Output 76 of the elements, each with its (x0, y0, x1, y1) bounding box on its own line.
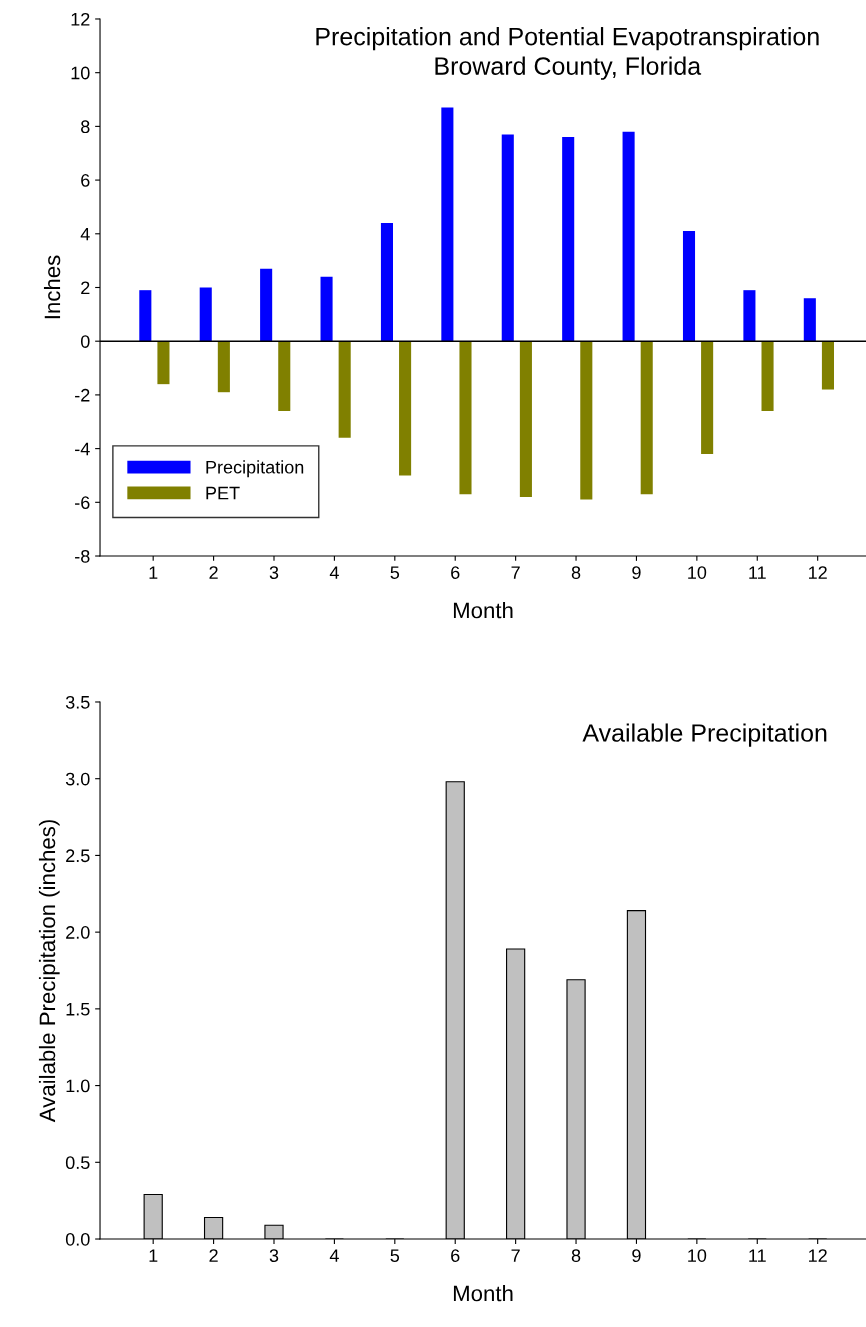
x-tick-label: 2 (209, 1249, 218, 1262)
y-tick-label: 4 (80, 227, 90, 241)
bar (821, 341, 834, 390)
y-tick-label: 3.5 (65, 695, 90, 709)
x-tick-label: 4 (329, 1249, 339, 1262)
x-tick-label: 7 (511, 566, 520, 579)
x-tick-label: 8 (571, 1249, 581, 1262)
x-tick-label: 10 (688, 566, 707, 579)
y-axis-title: Available Precipitation (inches) (38, 820, 60, 1123)
y-tick-label: -8 (75, 549, 90, 563)
x-tick-label: 1 (149, 566, 158, 579)
x-tick-label: 5 (390, 1249, 400, 1262)
x-tick-label: 2 (209, 566, 218, 579)
legend-label: Precipitation (206, 460, 304, 478)
bar (501, 134, 514, 342)
x-tick-label: 10 (688, 1249, 707, 1262)
bar (338, 341, 351, 438)
bar (743, 290, 756, 342)
y-tick-label: 10 (71, 66, 90, 80)
x-tick-label: 5 (390, 566, 400, 579)
y-tick-label: -4 (75, 442, 90, 456)
x-tick-label: 1 (149, 1249, 158, 1262)
x-tick-label: 7 (511, 1249, 520, 1262)
x-tick-label: 12 (809, 1249, 827, 1262)
bar (199, 287, 212, 342)
bar (682, 231, 696, 342)
y-tick-label: 2 (81, 281, 90, 295)
x-tick-label: 11 (749, 1249, 766, 1262)
x-tick-label: 12 (809, 566, 827, 579)
bar (278, 341, 291, 412)
bar (761, 341, 774, 412)
y-tick-label: -2 (75, 388, 90, 402)
y-tick-label: 0 (80, 335, 90, 348)
legend-label: PET (206, 486, 240, 500)
y-tick-label: 2.5 (66, 849, 90, 863)
x-axis-title: Month (453, 602, 513, 619)
x-tick-label: 3 (269, 566, 279, 579)
y-tick-label: 0.0 (65, 1232, 90, 1246)
bar (139, 290, 152, 342)
bar (380, 223, 393, 342)
text: Available Precipitation (582, 723, 827, 747)
bar (320, 276, 333, 342)
y-tick-label: 2.0 (66, 926, 90, 939)
y-tick-label: 8 (81, 120, 90, 134)
bar (441, 107, 454, 342)
bar (640, 341, 653, 495)
y-axis-title: Inches (43, 255, 61, 319)
y-tick-label: 1.5 (66, 1002, 90, 1016)
chart-title: Precipitation and Potential Evapotranspiration (316, 27, 819, 51)
bar (622, 131, 635, 342)
y-tick-label: -6 (75, 496, 90, 510)
y-tick-label: 0.5 (65, 1156, 90, 1170)
bar (157, 341, 170, 385)
y-tick-label: 1.0 (66, 1079, 90, 1093)
x-tick-label: 6 (451, 1249, 460, 1262)
x-tick-label: 4 (329, 566, 339, 579)
x-axis-title: Month (453, 1285, 513, 1302)
x-tick-label: 11 (749, 566, 766, 579)
y-tick-label: 3.0 (65, 772, 90, 786)
bar (701, 341, 714, 454)
bar (580, 341, 593, 500)
bar (562, 137, 575, 342)
bar (217, 341, 230, 393)
bar (803, 298, 816, 342)
x-tick-label: 8 (571, 566, 581, 579)
x-tick-label: 9 (632, 1249, 641, 1262)
text: Broward County, Florida (435, 56, 702, 80)
bar (399, 341, 412, 476)
bar (519, 341, 532, 497)
y-tick-label: 12 (71, 12, 90, 26)
x-tick-label: 6 (451, 566, 460, 579)
x-tick-label: 3 (269, 1249, 279, 1262)
bar (260, 268, 273, 342)
bar (459, 341, 472, 495)
x-tick-label: 9 (632, 566, 641, 579)
y-tick-label: 6 (81, 174, 90, 187)
